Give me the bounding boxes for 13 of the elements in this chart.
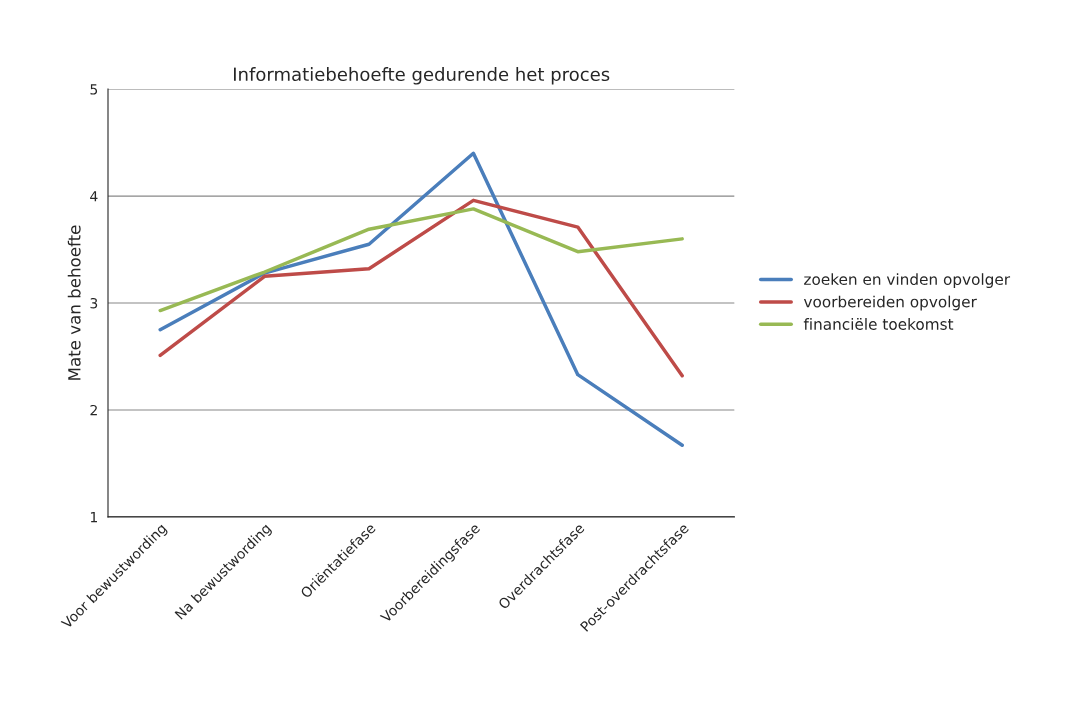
legend-label: financiële toekomst [803,318,954,330]
legend-label: voorbereiden opvolger [803,295,977,311]
line-series [158,151,684,448]
y-tick-label: 1 [90,512,97,523]
y-tick-label: 3 [90,297,98,309]
y-axis-title: Mate van behoefte [67,225,81,380]
y-tick-label: 2 [90,404,97,416]
y-tick-label: 5 [90,84,98,95]
y-tick-label: 4 [90,191,98,202]
chart-title: Informatiebehoefte gedurende het proces [233,67,610,85]
line-series [158,198,684,378]
legend-label: zoeken en vinden opvolger [804,273,1011,288]
line-series [158,207,684,313]
